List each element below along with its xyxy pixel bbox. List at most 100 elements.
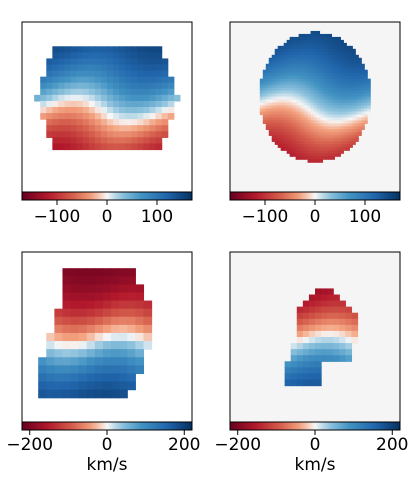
velocity-cell xyxy=(113,131,120,138)
velocity-cell xyxy=(111,284,120,294)
velocity-cell xyxy=(331,75,335,80)
velocity-cell xyxy=(82,125,90,132)
velocity-cell xyxy=(286,63,291,68)
velocity-cell xyxy=(346,96,350,101)
velocity-cell xyxy=(262,120,267,124)
velocity-cell xyxy=(155,113,163,120)
velocity-cell xyxy=(100,76,108,84)
velocity-cell xyxy=(274,57,279,62)
velocity-cell xyxy=(355,57,359,62)
velocity-cell xyxy=(339,312,346,320)
velocity-cell xyxy=(322,102,327,107)
velocity-cell xyxy=(334,108,338,113)
velocity-cell xyxy=(321,349,328,356)
velocity-cell xyxy=(265,99,270,104)
velocity-cell xyxy=(62,300,72,310)
velocity-cell xyxy=(316,147,321,151)
velocity-cell xyxy=(321,330,328,338)
velocity-cell xyxy=(349,45,353,50)
velocity-cell xyxy=(361,102,365,107)
velocity-cell xyxy=(333,294,340,302)
velocity-cell xyxy=(304,90,309,95)
velocity-cell xyxy=(277,129,282,133)
velocity-cell xyxy=(328,36,332,41)
velocity-cell xyxy=(271,75,276,80)
velocity-cell xyxy=(82,143,90,151)
velocity-cell xyxy=(58,94,66,102)
velocity-cell xyxy=(125,137,132,145)
velocity-cell xyxy=(102,357,112,366)
velocity-cell xyxy=(337,60,341,65)
velocity-cell xyxy=(316,96,321,101)
velocity-cell xyxy=(100,94,108,102)
velocity-cell xyxy=(319,144,324,148)
velocity-cell xyxy=(62,332,72,342)
velocity-cell xyxy=(289,78,294,83)
velocity-cell xyxy=(76,125,84,132)
velocity-cell xyxy=(286,78,291,83)
velocity-cell xyxy=(149,58,157,66)
velocity-cell xyxy=(82,88,90,96)
velocity-cell xyxy=(290,355,298,362)
velocity-cell xyxy=(137,82,145,90)
velocity-cell xyxy=(334,78,338,83)
velocity-cell xyxy=(295,45,300,50)
velocity-cell xyxy=(325,123,330,127)
velocity-cell xyxy=(76,64,84,72)
velocity-cell xyxy=(271,99,276,104)
velocity-cell xyxy=(119,341,128,350)
velocity-cell xyxy=(149,46,157,53)
velocity-cell xyxy=(343,69,347,74)
velocity-cell xyxy=(295,96,300,101)
velocity-cell xyxy=(268,96,273,101)
velocity-cell xyxy=(304,102,309,107)
velocity-cell xyxy=(274,69,279,74)
velocity-cell xyxy=(358,117,362,122)
velocity-cell xyxy=(334,39,338,44)
velocity-cell xyxy=(286,132,291,136)
velocity-cell xyxy=(322,69,327,74)
velocity-cell xyxy=(346,129,350,133)
velocity-cell xyxy=(327,306,334,314)
velocity-cell xyxy=(319,63,324,68)
velocity-cell xyxy=(319,60,324,65)
velocity-cell xyxy=(286,87,291,92)
velocity-cell xyxy=(301,132,306,136)
velocity-cell xyxy=(295,54,300,59)
velocity-cell xyxy=(70,349,80,358)
velocity-cell xyxy=(346,48,350,53)
velocity-cell xyxy=(343,66,347,71)
velocity-cell xyxy=(304,96,309,101)
velocity-cell xyxy=(337,81,341,86)
velocity-cell xyxy=(325,120,330,124)
velocity-cell xyxy=(333,318,340,326)
velocity-cell xyxy=(340,126,344,130)
velocity-cell xyxy=(313,153,318,157)
velocity-cell xyxy=(70,143,78,151)
velocity-cell xyxy=(78,324,88,334)
velocity-cell xyxy=(94,137,102,145)
colorbar-label: km/s xyxy=(87,455,128,475)
velocity-cell xyxy=(259,87,264,92)
velocity-cell xyxy=(280,63,285,68)
velocity-cell xyxy=(292,72,297,77)
velocity-cell xyxy=(313,144,318,148)
velocity-cell xyxy=(289,105,294,110)
velocity-cell xyxy=(325,147,330,151)
velocity-cell xyxy=(361,75,365,80)
velocity-cell xyxy=(292,78,297,83)
velocity-cell xyxy=(127,373,136,383)
velocity-cell xyxy=(333,337,340,344)
velocity-cell xyxy=(70,58,78,66)
velocity-cell xyxy=(94,300,104,310)
velocity-cell xyxy=(337,126,341,130)
velocity-cell xyxy=(307,45,312,50)
velocity-cell xyxy=(364,105,368,110)
velocity-cell xyxy=(286,60,291,65)
velocity-cell xyxy=(58,131,66,138)
velocity-cell xyxy=(271,132,276,136)
velocity-cell xyxy=(149,88,157,96)
velocity-cell xyxy=(86,276,96,285)
velocity-cell xyxy=(280,87,285,92)
